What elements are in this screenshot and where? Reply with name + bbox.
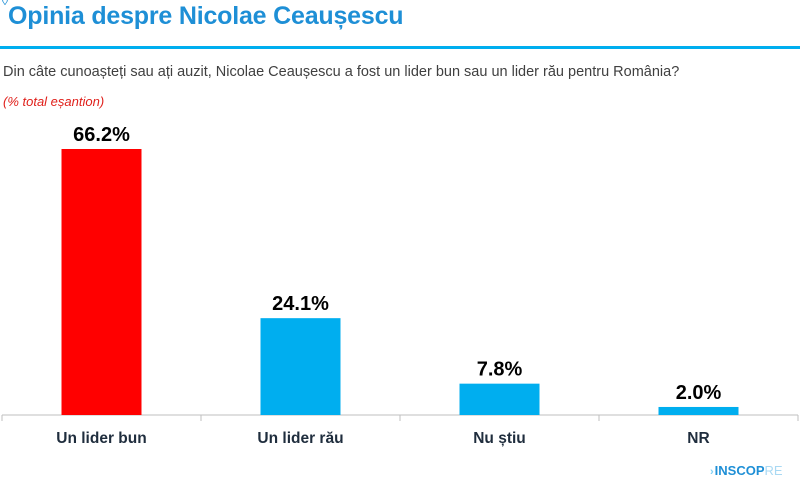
sample-note: (% total eșantion)	[3, 94, 105, 109]
survey-question: Din câte cunoașteți sau ați auzit, Nicol…	[3, 64, 680, 80]
bar-3	[459, 383, 540, 415]
data-label-2: 24.1%	[272, 293, 329, 315]
bar-4	[658, 406, 739, 415]
logo-chevron-icon: ›	[710, 466, 714, 478]
logo-name: INSCOP	[714, 463, 765, 478]
title-divider	[0, 46, 800, 49]
category-label-4: NR	[687, 430, 709, 447]
bar-1	[61, 149, 142, 415]
data-label-3: 7.8%	[477, 359, 523, 381]
data-label-4: 2.0%	[676, 382, 722, 404]
category-label-2: Un lider rău	[257, 430, 343, 447]
category-label-3: Nu știu	[473, 430, 526, 447]
inscop-logo: ›INSCOPRE	[710, 463, 798, 478]
logo-suffix: RE	[764, 463, 783, 478]
bar-2	[260, 318, 341, 415]
page-title: Opinia despre Nicolae Ceaușescu	[8, 2, 404, 30]
category-label-1: Un lider bun	[56, 430, 146, 447]
data-label-1: 66.2%	[73, 124, 130, 146]
corner-mark-icon: ◊	[2, 0, 8, 8]
